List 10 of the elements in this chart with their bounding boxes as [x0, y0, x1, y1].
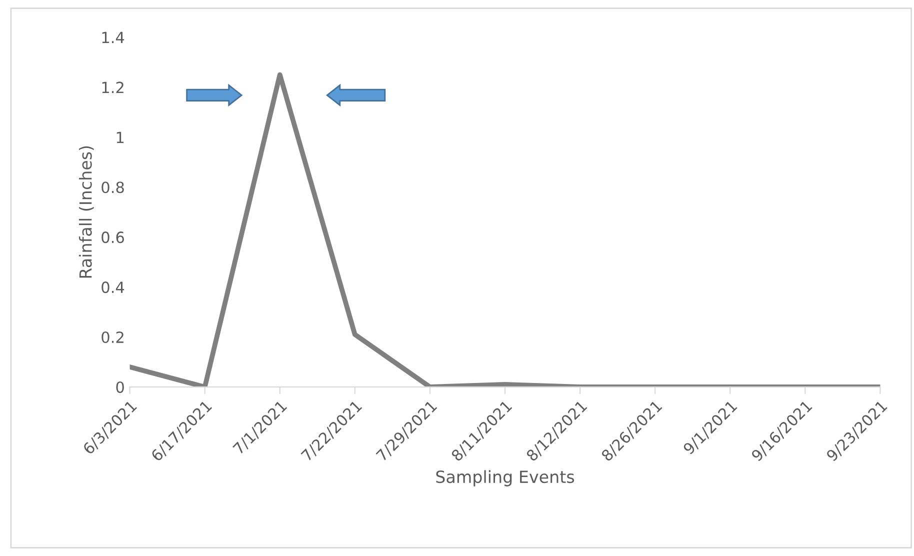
y-tick-label: 1.4	[102, 32, 124, 44]
y-axis-title: Rainfall (Inches)	[78, 146, 94, 278]
y-tick-label: 0	[116, 381, 124, 393]
y-tick-label: 0.6	[102, 232, 124, 244]
y-tick-label: 0.2	[102, 331, 124, 344]
x-axis-title: Sampling Events	[436, 470, 574, 486]
y-tick-label: 1	[116, 132, 124, 143]
y-tick-label: 1.2	[102, 82, 124, 94]
y-tick-label: 0.4	[102, 282, 124, 294]
y-tick-label: 0.8	[102, 182, 124, 194]
